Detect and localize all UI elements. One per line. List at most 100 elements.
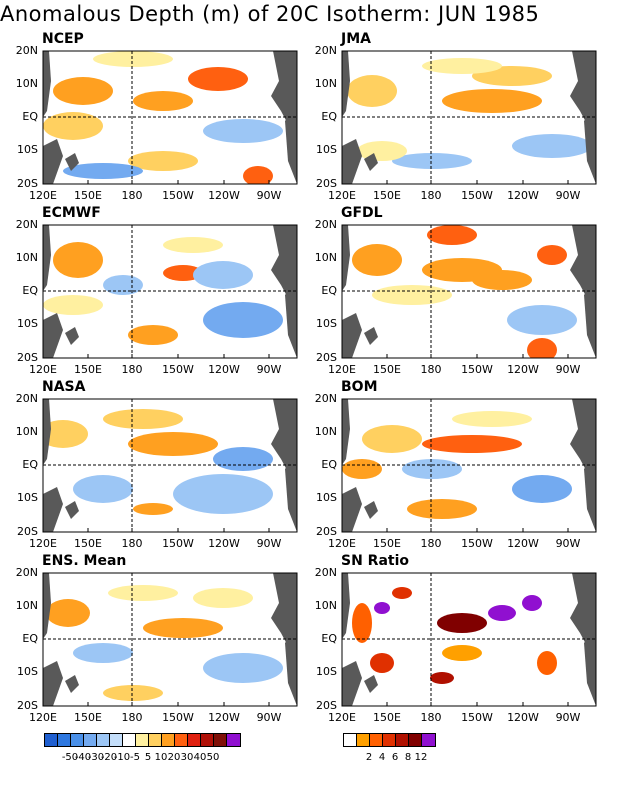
latitude-label: 20S (17, 699, 38, 712)
contour-map (42, 224, 298, 359)
longitude-label: 120W (208, 537, 240, 550)
colorbar-label: 10 (154, 752, 168, 763)
longitude-label: 120W (208, 363, 240, 376)
colorbar-swatch (409, 734, 422, 746)
colorbar-swatch (45, 734, 58, 746)
latitude-label: 10N (15, 77, 38, 90)
latitude-label: 20N (15, 44, 38, 57)
colorbar-swatch (357, 734, 370, 746)
latitude-label: 20S (17, 351, 38, 364)
colorbar-label: -30 (87, 752, 105, 763)
longitude-label: 180 (420, 537, 442, 550)
latitude-label: EQ (321, 284, 337, 297)
latitude-label: EQ (321, 632, 337, 645)
colorbar-swatch (71, 734, 84, 746)
colorbar-swatch (136, 734, 149, 746)
map-panel-nasa: NASA 20N 10N EQ 10S 20S 120E 150E 180 150W 120W 90W (0, 379, 298, 556)
latitude-label: 20S (17, 177, 38, 190)
colorbar-swatch (97, 734, 110, 746)
sn-ratio-colorbar (343, 733, 436, 747)
longitude-label: 120E (328, 537, 356, 550)
colorbar-swatch (422, 734, 435, 746)
contour-map (341, 572, 597, 707)
latitude-label: 10S (316, 665, 337, 678)
latitude-label: 20N (15, 392, 38, 405)
longitude-label: 150E (373, 189, 401, 202)
contour-map (341, 50, 597, 185)
longitude-label: 150W (162, 537, 194, 550)
latitude-label: EQ (22, 632, 38, 645)
longitude-label: 150W (461, 189, 493, 202)
longitude-label: 180 (420, 363, 442, 376)
colorbar-label: -20 (100, 752, 118, 763)
contour-map (42, 572, 298, 707)
colorbar-swatch (149, 734, 162, 746)
colorbar-label: -40 (74, 752, 92, 763)
latitude-label: 10S (17, 317, 38, 330)
anomaly-colorbar (44, 733, 241, 747)
longitude-label: 90W (555, 189, 581, 202)
longitude-label: 150W (461, 711, 493, 724)
colorbar-swatch (344, 734, 357, 746)
longitude-label: 150W (162, 189, 194, 202)
colorbar-label: 12 (414, 752, 428, 763)
latitude-label: EQ (321, 110, 337, 123)
latitude-label: 20S (316, 177, 337, 190)
longitude-label: 150E (74, 189, 102, 202)
longitude-label: 120E (29, 711, 57, 724)
colorbar-swatch (370, 734, 383, 746)
colorbar-label: 40 (193, 752, 207, 763)
longitude-label: 180 (420, 189, 442, 202)
longitude-label: 120W (507, 711, 539, 724)
latitude-label: 10N (314, 77, 337, 90)
figure-title: Anomalous Depth (m) of 20C Isotherm: JUN… (0, 2, 540, 26)
longitude-label: 150E (74, 363, 102, 376)
latitude-label: 20N (314, 566, 337, 579)
colorbar-label: -10 (113, 752, 131, 763)
longitude-label: 180 (121, 537, 143, 550)
latitude-label: 20N (15, 218, 38, 231)
latitude-label: EQ (22, 110, 38, 123)
panel-title: ENS. Mean (42, 553, 127, 569)
colorbar-label: 6 (391, 752, 399, 763)
colorbar-swatch (162, 734, 175, 746)
contour-map (341, 398, 597, 533)
map-panel-ecmwf: ECMWF 20N 10N EQ 10S 20S 120E 150E 180 150W 120W 90… (0, 205, 298, 382)
longitude-label: 120W (507, 189, 539, 202)
colorbar-swatch (396, 734, 409, 746)
latitude-label: 20S (316, 525, 337, 538)
latitude-label: 20S (17, 525, 38, 538)
longitude-label: 150E (373, 711, 401, 724)
latitude-label: 10N (15, 251, 38, 264)
panel-title: SN Ratio (341, 553, 410, 569)
latitude-label: 10N (314, 251, 337, 264)
longitude-label: 150W (461, 537, 493, 550)
map-panel-bom: BOM 20N 10N EQ 10S 20S 120E 150E 180 150W 120W 90W (299, 379, 597, 556)
longitude-label: 90W (555, 711, 581, 724)
longitude-label: 120E (29, 189, 57, 202)
longitude-label: 120W (507, 363, 539, 376)
contour-map (42, 398, 298, 533)
panel-title: ECMWF (42, 205, 101, 221)
latitude-label: 10N (15, 599, 38, 612)
colorbar-label: 5 (144, 752, 152, 763)
map-panel-ens-mean: ENS. Mean 20N 10N EQ 10S 20S 120E 150E 180 150W 12… (0, 553, 298, 730)
colorbar-swatch (188, 734, 201, 746)
colorbar-label: 4 (378, 752, 386, 763)
latitude-label: EQ (22, 458, 38, 471)
latitude-label: 10S (316, 143, 337, 156)
longitude-label: 90W (256, 189, 282, 202)
longitude-label: 90W (256, 537, 282, 550)
colorbar-label: -5 (130, 752, 140, 763)
latitude-label: 10S (316, 491, 337, 504)
longitude-label: 150E (373, 537, 401, 550)
latitude-label: 20N (314, 44, 337, 57)
longitude-label: 180 (121, 711, 143, 724)
map-panel-gfdl: GFDL 20N 10N EQ 10S 20S 120E 150E 180 150W 120W 90W (299, 205, 597, 382)
longitude-label: 150W (162, 711, 194, 724)
panel-title: BOM (341, 379, 378, 395)
longitude-label: 90W (555, 363, 581, 376)
colorbar-label: 20 (167, 752, 181, 763)
longitude-label: 120E (29, 537, 57, 550)
colorbar-label: -50 (61, 752, 79, 763)
